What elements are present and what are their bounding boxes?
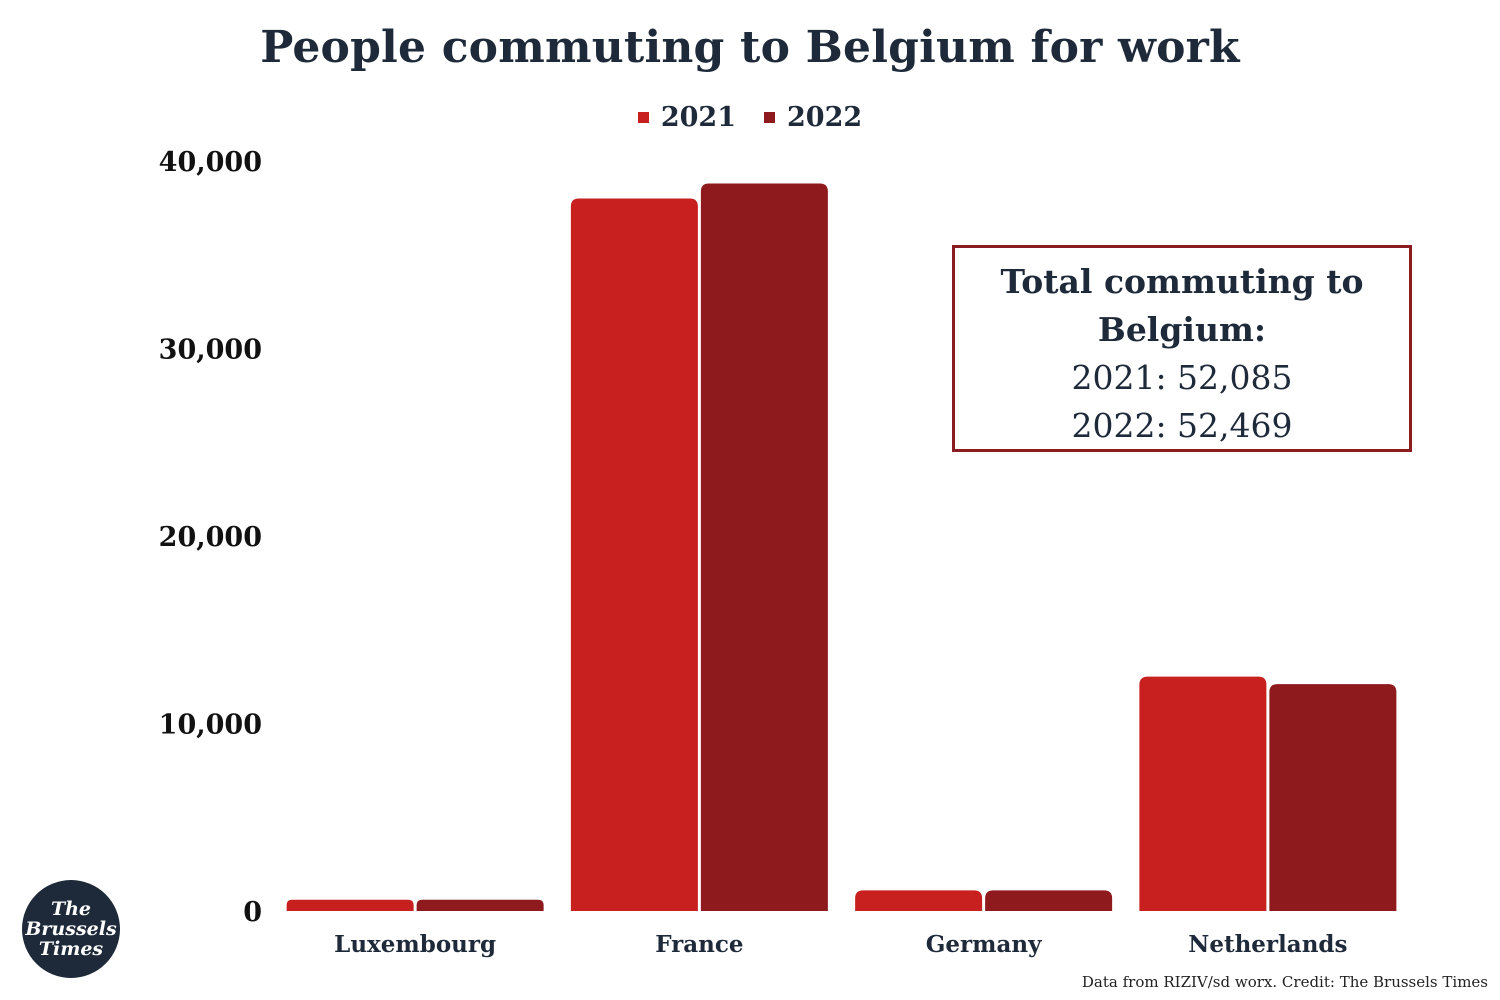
bar-germany-2022 [985, 890, 1113, 911]
logo-line-2: Brussels [25, 918, 117, 940]
logo-line-1: The [50, 898, 92, 920]
x-tick-label: France [655, 931, 743, 958]
y-tick-label: 30,000 [159, 335, 262, 366]
totals-box: Total commuting to Belgium: 2021: 52,085… [952, 245, 1412, 452]
y-tick-label: 10,000 [159, 710, 262, 741]
x-tick-label: Netherlands [1188, 931, 1347, 958]
legend-item-2022: 2022 [764, 102, 862, 133]
y-tick-label: 0 [243, 897, 262, 928]
legend-label-2021: 2021 [660, 102, 736, 133]
totals-2022: 2022: 52,469 [1071, 406, 1293, 445]
x-tick-label: Germany [926, 931, 1042, 958]
legend-item-2021: 2021 [637, 102, 736, 133]
legend-label-2022: 2022 [787, 102, 863, 133]
chart-title: People commuting to Belgium for work [260, 22, 1240, 73]
bar-france-2021 [570, 198, 698, 911]
totals-2021: 2021: 52,085 [1071, 358, 1293, 397]
bar-germany-2021 [855, 890, 983, 911]
source-credit: Data from RIZIV/sd worx. Credit: The Bru… [1081, 973, 1488, 991]
brussels-times-logo: The Brussels Times [22, 880, 120, 978]
bar-luxembourg-2021 [286, 899, 414, 911]
legend-swatch-2021 [637, 112, 649, 123]
bar-netherlands-2022 [1269, 684, 1397, 911]
y-tick-label: 40,000 [159, 147, 262, 178]
bar-netherlands-2021 [1139, 676, 1267, 911]
chart-legend: 2021 2022 [0, 102, 1500, 133]
legend-swatch-2022 [764, 112, 775, 123]
x-tick-label: Luxembourg [334, 931, 496, 958]
bar-luxembourg-2022 [416, 899, 544, 911]
bar-france-2022 [700, 183, 828, 911]
totals-heading: Total commuting to Belgium: [1000, 262, 1364, 349]
y-tick-label: 20,000 [159, 522, 262, 553]
logo-line-3: Times [38, 938, 104, 960]
